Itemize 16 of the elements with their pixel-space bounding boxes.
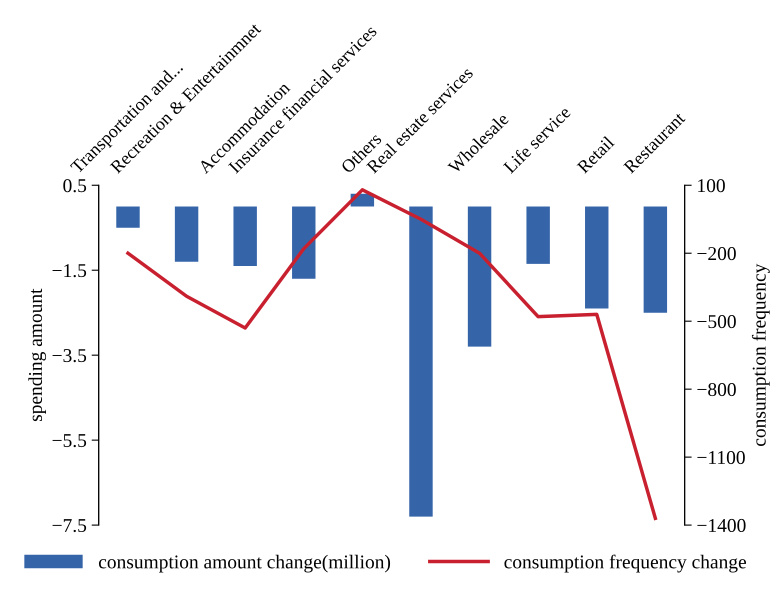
y2-tick-label: −200 <box>697 247 736 260</box>
y-tick-label: −3.5 <box>52 349 86 362</box>
y2-tick-label: −1400 <box>697 518 746 532</box>
y-tick-label: −1.5 <box>52 264 86 278</box>
y-tick-label: 0.5 <box>63 179 86 192</box>
legend-label: consumption frequency change <box>504 554 746 572</box>
line-series <box>126 188 658 520</box>
y2-tick-label: −1100 <box>697 450 745 464</box>
y-axis-title: spending amount <box>28 288 46 422</box>
y2-axis-title: consumption frequency <box>752 264 770 446</box>
y-tick-label: −5.5 <box>52 434 86 448</box>
legend-label: consumption amount change(million) <box>98 554 390 572</box>
y2-tick-label: −500 <box>697 315 736 328</box>
y2-tick-label: −800 <box>697 382 736 396</box>
y-tick-label: −7.5 <box>52 519 86 532</box>
y2-tick-label: 100 <box>698 179 725 192</box>
